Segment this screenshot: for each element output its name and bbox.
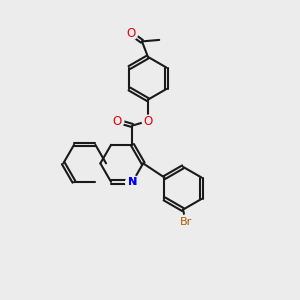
Text: O: O: [143, 115, 152, 128]
Text: O: O: [126, 27, 135, 40]
Text: N: N: [128, 177, 137, 187]
Text: O: O: [112, 115, 122, 128]
Text: N: N: [128, 177, 137, 187]
Text: Br: Br: [180, 217, 192, 227]
